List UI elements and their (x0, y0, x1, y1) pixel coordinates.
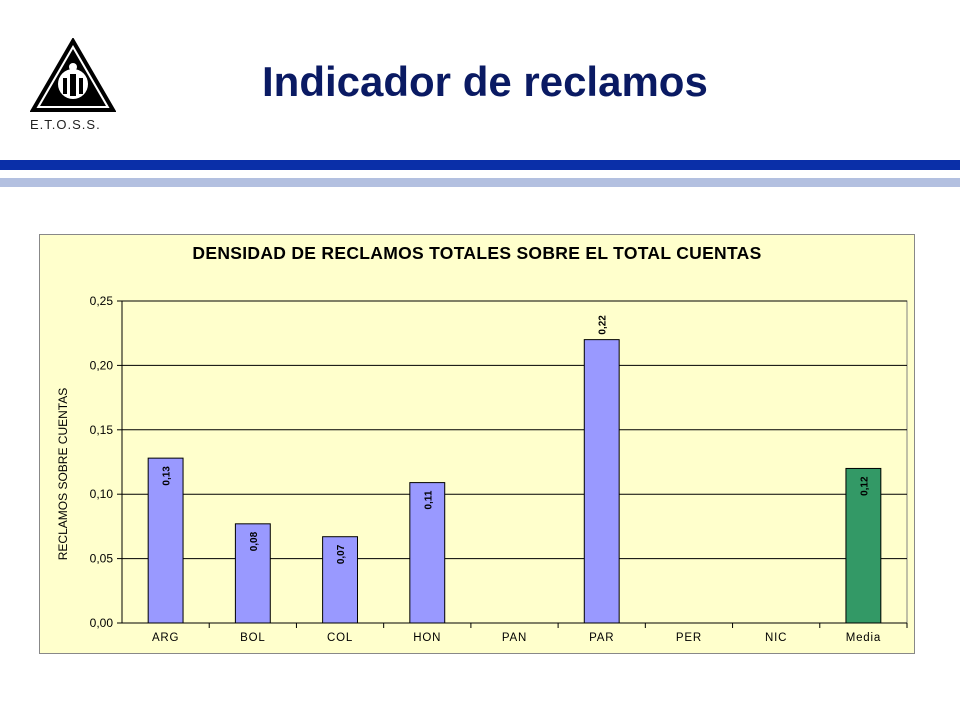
data-label: 0,08 (249, 531, 260, 551)
bar (845, 467, 882, 624)
y-tick-label: 0,15 (90, 423, 114, 437)
x-tick-label: PER (676, 632, 702, 644)
logo-caption: E.T.O.S.S. (30, 117, 101, 132)
x-tick-label: ARG (152, 632, 179, 644)
x-tick-label: BOL (240, 632, 265, 644)
y-tick-label: 0,25 (90, 294, 114, 308)
bar-chart: 0,00 0,05 0,10 0,15 0,20 0,25 RECLAMOS SOBRE C… (56, 294, 908, 644)
x-tick-label: PAR (589, 632, 614, 644)
etoss-logo (30, 38, 116, 112)
x-tick-label: Media (846, 632, 881, 644)
bar (147, 457, 184, 624)
y-axis-label: RECLAMOS SOBRE CUENTAS (56, 388, 70, 560)
y-tick-label: 0,05 (90, 552, 114, 566)
header-rule-secondary (0, 178, 960, 187)
bar (234, 523, 271, 624)
y-tick-label: 0,00 (90, 616, 114, 630)
chart-container: DENSIDAD DE RECLAMOS TOTALES SOBRE EL TO… (39, 234, 915, 654)
bar (322, 536, 359, 624)
data-label: 0,07 (336, 544, 347, 564)
bar (583, 339, 620, 624)
page-title: Indicador de reclamos (262, 58, 708, 105)
chart-title: DENSIDAD DE RECLAMOS TOTALES SOBRE EL TO… (192, 243, 762, 263)
x-tick-label: NIC (765, 632, 787, 644)
x-tick-label: COL (327, 632, 353, 644)
data-label: 0,11 (423, 490, 434, 509)
x-tick-label: PAN (502, 632, 527, 644)
y-tick-label: 0,10 (90, 487, 114, 501)
y-tick-label: 0,20 (90, 358, 114, 372)
bar (409, 482, 446, 624)
data-label: 0,13 (162, 466, 173, 486)
data-label: 0,22 (598, 315, 609, 335)
x-tick-label: HON (413, 632, 441, 644)
data-label: 0,12 (859, 476, 870, 496)
header-rule-primary (0, 160, 960, 170)
